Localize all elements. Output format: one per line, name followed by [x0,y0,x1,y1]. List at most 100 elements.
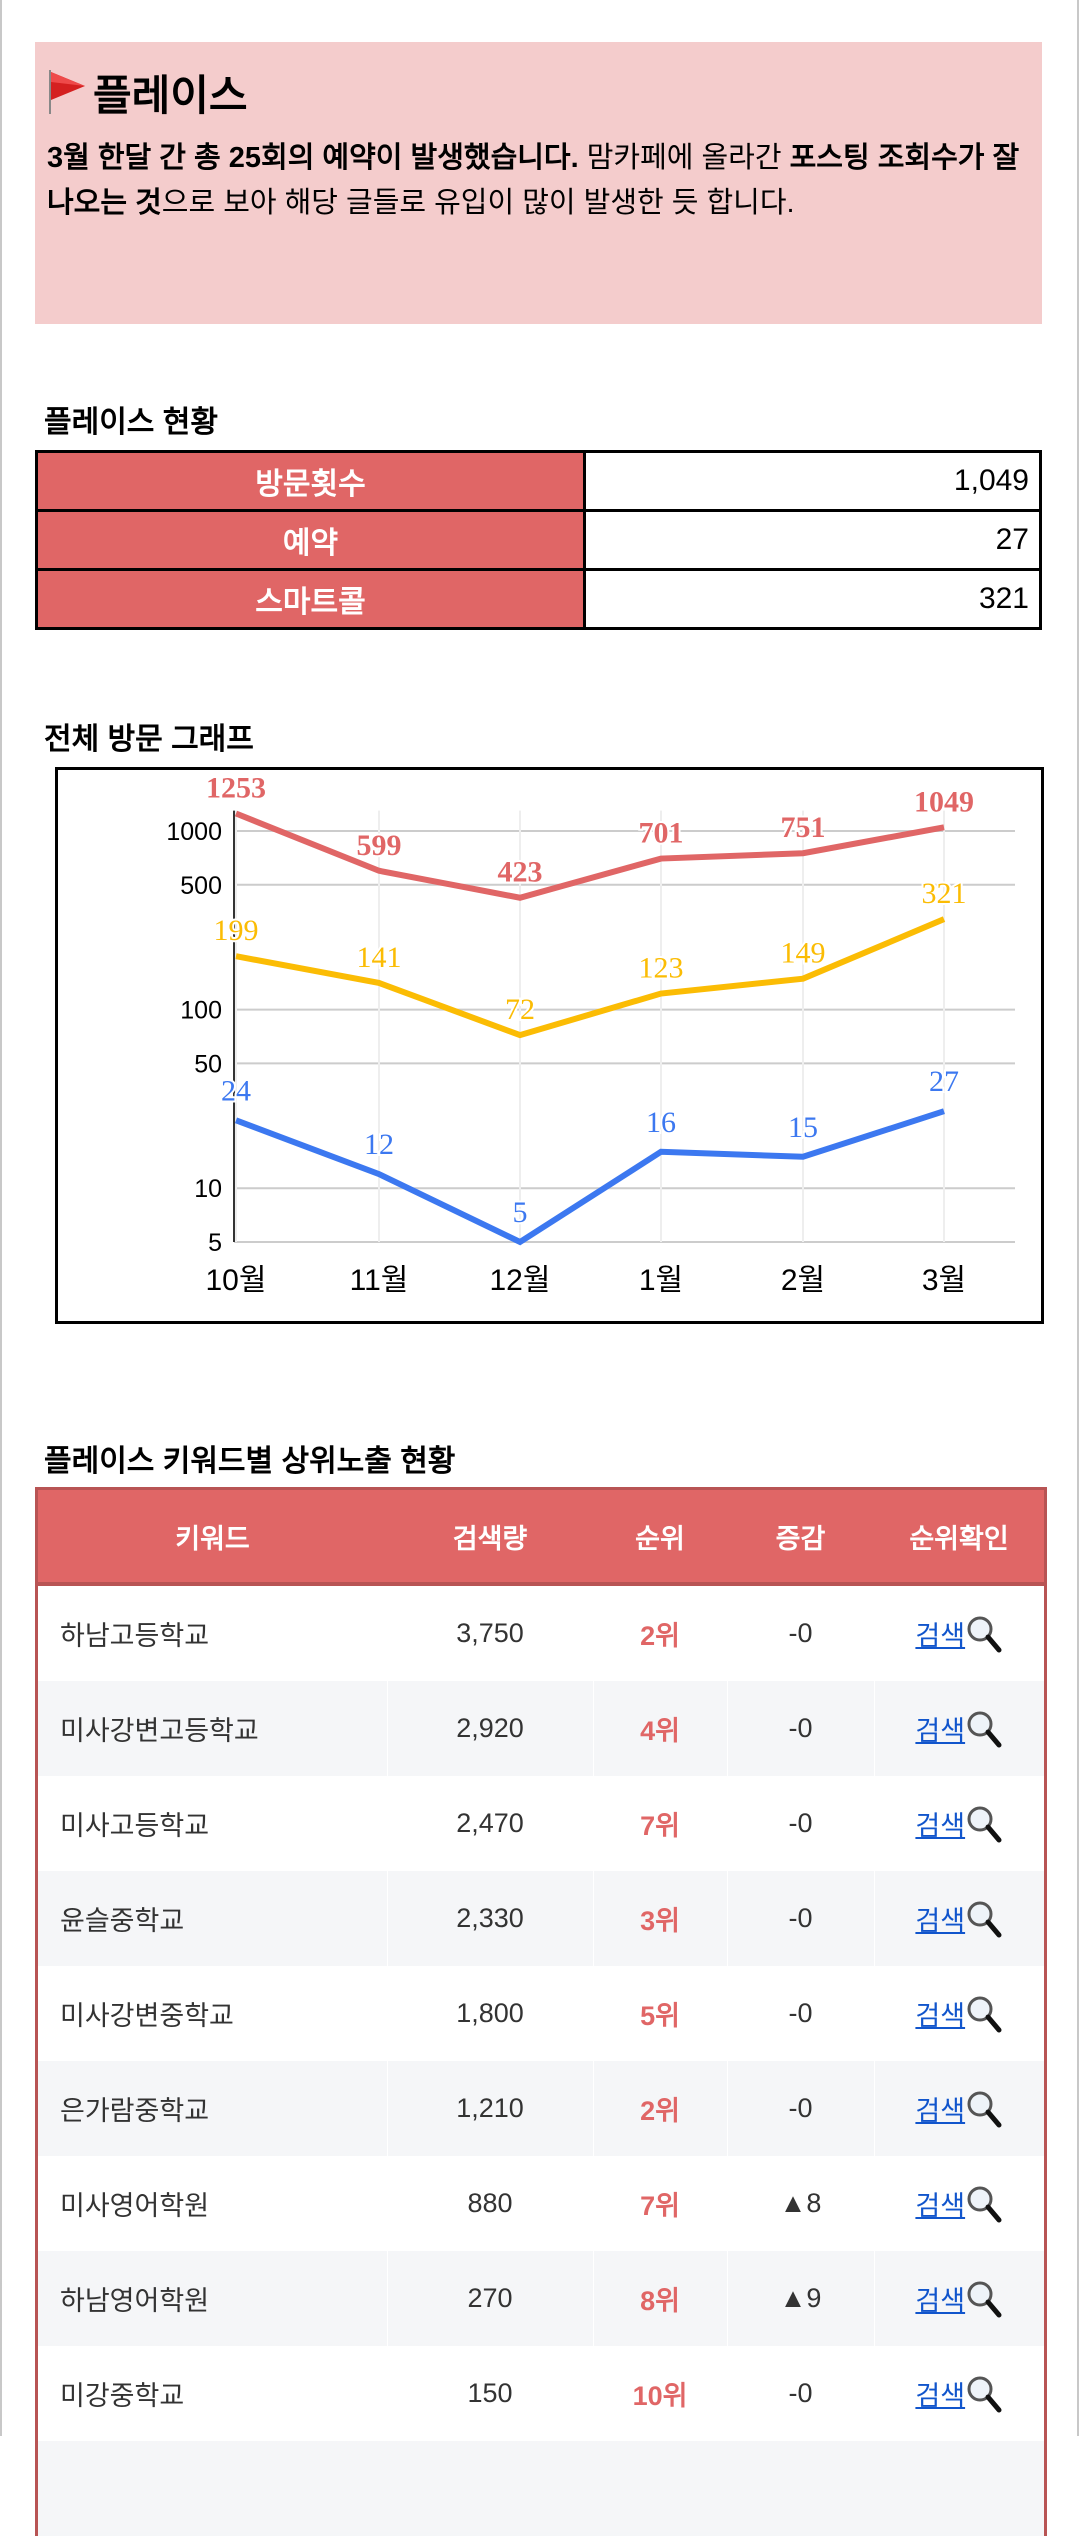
search-link[interactable]: 검색 [915,1994,1003,2034]
keywords-heading: 플레이스 키워드별 상위노출 현황 [44,1445,456,1478]
keyword-cell: 미사강변고등학교 [36,1681,388,1776]
rank-cell: 4위 [593,1681,728,1776]
table-row: 하남고등학교 3,750 2위 -0 검색 [36,1584,1046,1681]
magnifier-icon [967,2281,1002,2317]
table-row: 미사고등학교 2,470 7위 -0 검색 [36,1776,1046,1871]
notice-text-1: 맘카페에 올라간 [578,142,790,174]
data-label: 123 [639,952,684,985]
table-row: 미사영어학원 880 7위 ▲8 검색 [36,2156,1046,2251]
rank-cell: 2위 [593,2061,728,2156]
change-cell: -0 [727,2346,875,2441]
search-link-label: 검색 [915,1906,966,1936]
y-tick-label: 500 [180,872,222,900]
data-label: 321 [922,877,967,910]
col-volume: 검색량 [387,1487,593,1586]
table-row: 미사강변고등학교 2,920 4위 -0 검색 [36,1681,1046,1776]
rank-cell: 2위 [593,1584,728,1681]
rank-cell: 3위 [593,1871,728,1966]
search-link[interactable]: 검색 [915,2374,1003,2414]
search-link-label: 검색 [915,2286,966,2316]
red-flag-icon [49,70,85,114]
change-cell: -0 [727,1584,875,1681]
check-cell: 검색 [874,1681,1046,1776]
search-link-label: 검색 [915,1621,966,1651]
series-line-0 [234,810,945,901]
search-link-label: 검색 [915,1716,966,1746]
status-table: 방문횟수 1,049 예약 27 스마트콜 321 [35,450,1042,630]
data-label: 5 [513,1196,528,1229]
magnifier-icon [967,1616,1002,1652]
data-label: 24 [221,1074,251,1107]
search-link[interactable]: 검색 [915,1899,1003,1939]
keyword-cell: 하남고등학교 [36,1584,388,1681]
search-link[interactable]: 검색 [915,2279,1003,2319]
notice-box: 플레이스 3월 한달 간 총 25회의 예약이 발생했습니다. 맘카페에 올라간… [35,42,1042,324]
change-cell: ▲8 [727,2156,875,2251]
rank-cell: 7위 [593,1776,728,1871]
status-value: 321 [583,568,1042,630]
rank-cell: 5위 [593,1966,728,2061]
change-cell: -0 [727,1966,875,2061]
check-cell: 검색 [874,1776,1046,1871]
check-cell: 검색 [874,1871,1046,1966]
status-heading: 플레이스 현황 [44,406,218,439]
table-row: 하남영어학원 270 8위 ▲9 검색 [36,2251,1046,2346]
partial-row [36,2441,1046,2536]
col-check: 순위확인 [874,1487,1046,1586]
change-cell: -0 [727,1776,875,1871]
search-link-label: 검색 [915,2096,966,2126]
x-tick-label: 11월 [350,1264,409,1297]
magnifier-icon [967,1711,1002,1747]
data-label: 141 [357,941,402,974]
data-label: 1253 [206,772,266,805]
data-label: 701 [639,817,684,850]
check-cell: 검색 [874,1584,1046,1681]
series-line-2 [234,1108,945,1246]
data-label: 12 [364,1128,394,1161]
search-link[interactable]: 검색 [915,1709,1003,1749]
change-cell: -0 [727,1681,875,1776]
notice-bold-2: 포스팅 조회수가 잘 나오는 것 [47,142,1020,219]
visits-chart: 5 10 50 100 500 1000 10월 11월 12월 1월 2월 3월 1253 599 423… [55,767,1044,1324]
notice-bold-1: 3월 한달 간 총 25회의 예약이 발생했습니다. [47,142,579,174]
volume-cell: 270 [387,2251,594,2346]
check-cell: 검색 [874,2346,1046,2441]
magnifier-icon [967,1996,1002,2032]
search-link[interactable]: 검색 [915,2089,1003,2129]
data-label: 15 [788,1111,818,1144]
x-tick-label: 12월 [490,1264,551,1297]
data-label: 199 [214,914,259,947]
keyword-cell: 윤슬중학교 [36,1871,388,1966]
status-row: 방문횟수 1,049 [35,450,1042,512]
table-row: 미강중학교 150 10위 -0 검색 [36,2346,1046,2441]
notice-title: 플레이스 [47,62,1030,122]
check-cell: 검색 [874,2251,1046,2346]
volume-cell: 2,330 [387,1871,594,1966]
graph-heading: 전체 방문 그래프 [44,723,254,756]
data-label: 423 [498,856,543,889]
search-link-label: 검색 [915,2381,966,2411]
status-row: 예약 27 [35,509,1042,571]
search-link[interactable]: 검색 [915,1804,1003,1844]
volume-cell: 1,800 [387,1966,594,2061]
magnifier-icon [967,2091,1002,2127]
volume-cell: 1,210 [387,2061,594,2156]
search-link-label: 검색 [915,1811,966,1841]
notice-text-2: 으로 보아 해당 글들로 유입이 많이 발생한 듯 합니다. [161,187,795,219]
y-tick-label: 10 [194,1175,222,1203]
change-cell: ▲9 [727,2251,875,2346]
x-tick-label: 1월 [639,1264,683,1297]
table-row: 미사강변중학교 1,800 5위 -0 검색 [36,1966,1046,2061]
search-link-label: 검색 [915,2191,966,2221]
y-tick-label: 50 [194,1050,222,1078]
magnifier-icon [967,2186,1002,2222]
check-cell: 검색 [874,2061,1046,2156]
check-cell: 검색 [874,2156,1046,2251]
search-link[interactable]: 검색 [915,2184,1003,2224]
change-cell: -0 [727,1871,875,1966]
col-change: 증감 [727,1487,874,1586]
rank-cell: 8위 [593,2251,728,2346]
change-cell: -0 [727,2061,875,2156]
series-line-1 [235,916,946,1039]
search-link[interactable]: 검색 [915,1614,1003,1654]
